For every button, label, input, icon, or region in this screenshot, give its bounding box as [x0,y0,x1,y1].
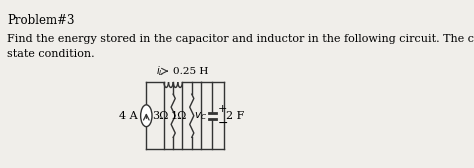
Text: Problem#3: Problem#3 [7,14,74,27]
Text: $i_L$: $i_L$ [156,64,164,78]
Text: 1Ω: 1Ω [171,111,187,121]
Text: +: + [218,104,227,114]
Text: Find the energy stored in the capacitor and inductor in the following circuit. T: Find the energy stored in the capacitor … [7,34,474,44]
Text: $v_C$: $v_C$ [194,110,207,122]
Text: 4 A: 4 A [119,111,138,121]
Circle shape [141,105,152,127]
Text: 2 F: 2 F [226,111,244,121]
Text: 0.25 H: 0.25 H [173,67,208,76]
Text: state condition.: state condition. [7,49,94,59]
Text: 3Ω: 3Ω [152,111,169,121]
Text: −: − [218,117,228,130]
